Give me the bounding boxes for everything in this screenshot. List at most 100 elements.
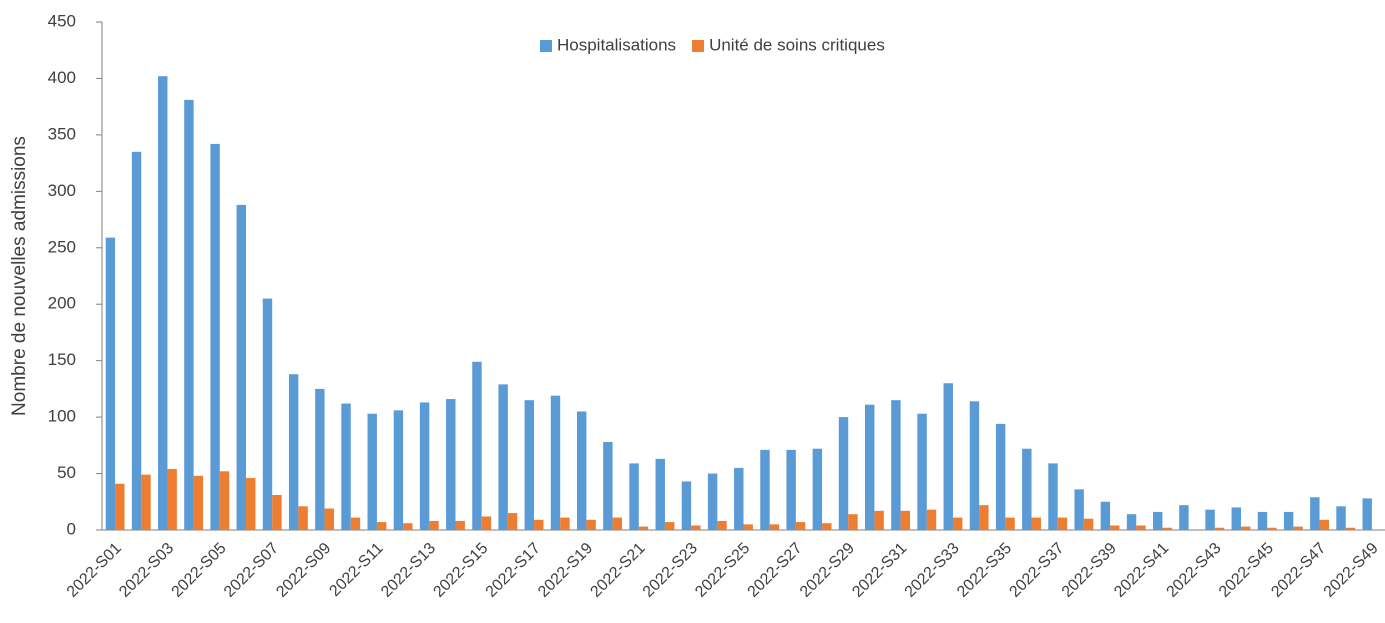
bar <box>1257 511 1268 530</box>
bar <box>838 417 849 530</box>
bar <box>822 523 832 530</box>
bar <box>1057 517 1068 530</box>
bar <box>324 508 334 530</box>
bar <box>262 298 273 530</box>
x-tick-label: 2022-S39 <box>1059 540 1120 601</box>
bar <box>629 463 639 530</box>
bar <box>926 509 937 530</box>
y-tick-label: 0 <box>67 519 76 538</box>
bar <box>664 522 675 530</box>
bar <box>760 449 770 530</box>
bar <box>272 495 282 530</box>
bar <box>236 204 247 530</box>
x-tick-label: 2022-S41 <box>1111 540 1172 601</box>
x-tick-label: 2022-S17 <box>483 540 544 601</box>
bar <box>995 423 1006 530</box>
bar <box>481 516 492 530</box>
bar <box>210 143 220 531</box>
bar <box>429 520 439 530</box>
bar <box>1005 517 1015 530</box>
x-tick-label: 2022-S29 <box>797 540 858 601</box>
bar <box>655 458 665 530</box>
bar <box>1205 509 1215 530</box>
x-tick-label: 2022-S33 <box>902 540 963 601</box>
x-tick-label: 2022-S49 <box>1321 540 1382 601</box>
bar <box>246 478 256 530</box>
legend-label: Hospitalisations <box>557 35 676 54</box>
bar <box>219 471 230 530</box>
bar <box>969 401 980 530</box>
bar <box>1100 501 1111 530</box>
bar <box>743 524 753 530</box>
bar <box>193 475 204 530</box>
bar <box>455 520 465 530</box>
bar <box>1048 463 1058 530</box>
bar <box>1310 497 1320 530</box>
x-tick-label: 2022-S25 <box>692 540 753 601</box>
bar <box>298 506 308 530</box>
bar <box>1240 526 1251 530</box>
x-tick-label: 2022-S07 <box>221 540 282 601</box>
y-tick-label: 450 <box>48 11 76 30</box>
bar <box>403 523 413 530</box>
x-tick-label: 2022-S23 <box>640 540 701 601</box>
bar <box>734 467 744 530</box>
bar <box>1267 527 1277 530</box>
bar <box>315 388 325 530</box>
x-tick-label: 2022-S21 <box>587 540 648 601</box>
bar <box>550 395 561 530</box>
bar <box>917 413 927 530</box>
y-tick-label: 150 <box>48 350 76 369</box>
x-tick-label: 2022-S05 <box>169 540 230 601</box>
bar <box>524 400 535 530</box>
bar <box>717 520 727 530</box>
bar <box>848 514 858 530</box>
bar <box>795 522 806 530</box>
bar <box>1074 489 1084 530</box>
bar <box>446 399 456 530</box>
bar <box>1336 506 1346 530</box>
bar <box>184 99 194 530</box>
y-tick-label: 50 <box>57 463 76 482</box>
bar <box>786 449 796 530</box>
bar <box>376 522 387 530</box>
bar <box>1231 507 1241 530</box>
legend-swatch <box>540 40 552 52</box>
x-tick-label: 2022-S35 <box>954 540 1015 601</box>
bar <box>1110 525 1120 530</box>
bar <box>167 469 177 530</box>
bar <box>864 404 875 530</box>
bar <box>952 517 963 530</box>
x-tick-label: 2022-S43 <box>1164 540 1225 601</box>
bar <box>472 361 482 530</box>
x-tick-label: 2022-S37 <box>1006 540 1067 601</box>
bar <box>603 441 613 530</box>
bar <box>1136 525 1146 530</box>
bar <box>141 474 151 530</box>
bar <box>1162 527 1172 530</box>
bar <box>769 524 780 530</box>
bar <box>1153 511 1163 530</box>
bar <box>1362 498 1372 530</box>
bar <box>1345 527 1356 530</box>
x-tick-label: 2022-S03 <box>116 540 177 601</box>
bar <box>288 374 299 530</box>
bar <box>105 237 116 530</box>
bar <box>419 402 430 530</box>
x-tick-label: 2022-S11 <box>326 540 386 600</box>
bar <box>812 448 823 530</box>
bar <box>350 517 361 530</box>
x-tick-label: 2022-S19 <box>535 540 596 601</box>
y-axis-title: Nombre de nouvelles admissions <box>9 136 30 416</box>
x-tick-label: 2022-S27 <box>745 540 806 601</box>
bar <box>612 517 623 530</box>
bar <box>1283 511 1294 530</box>
bar <box>979 505 989 530</box>
bar <box>681 481 692 530</box>
y-tick-label: 250 <box>48 237 76 256</box>
legend-swatch <box>692 40 705 52</box>
bar <box>498 384 508 530</box>
bar <box>900 510 911 530</box>
bar <box>507 513 518 530</box>
